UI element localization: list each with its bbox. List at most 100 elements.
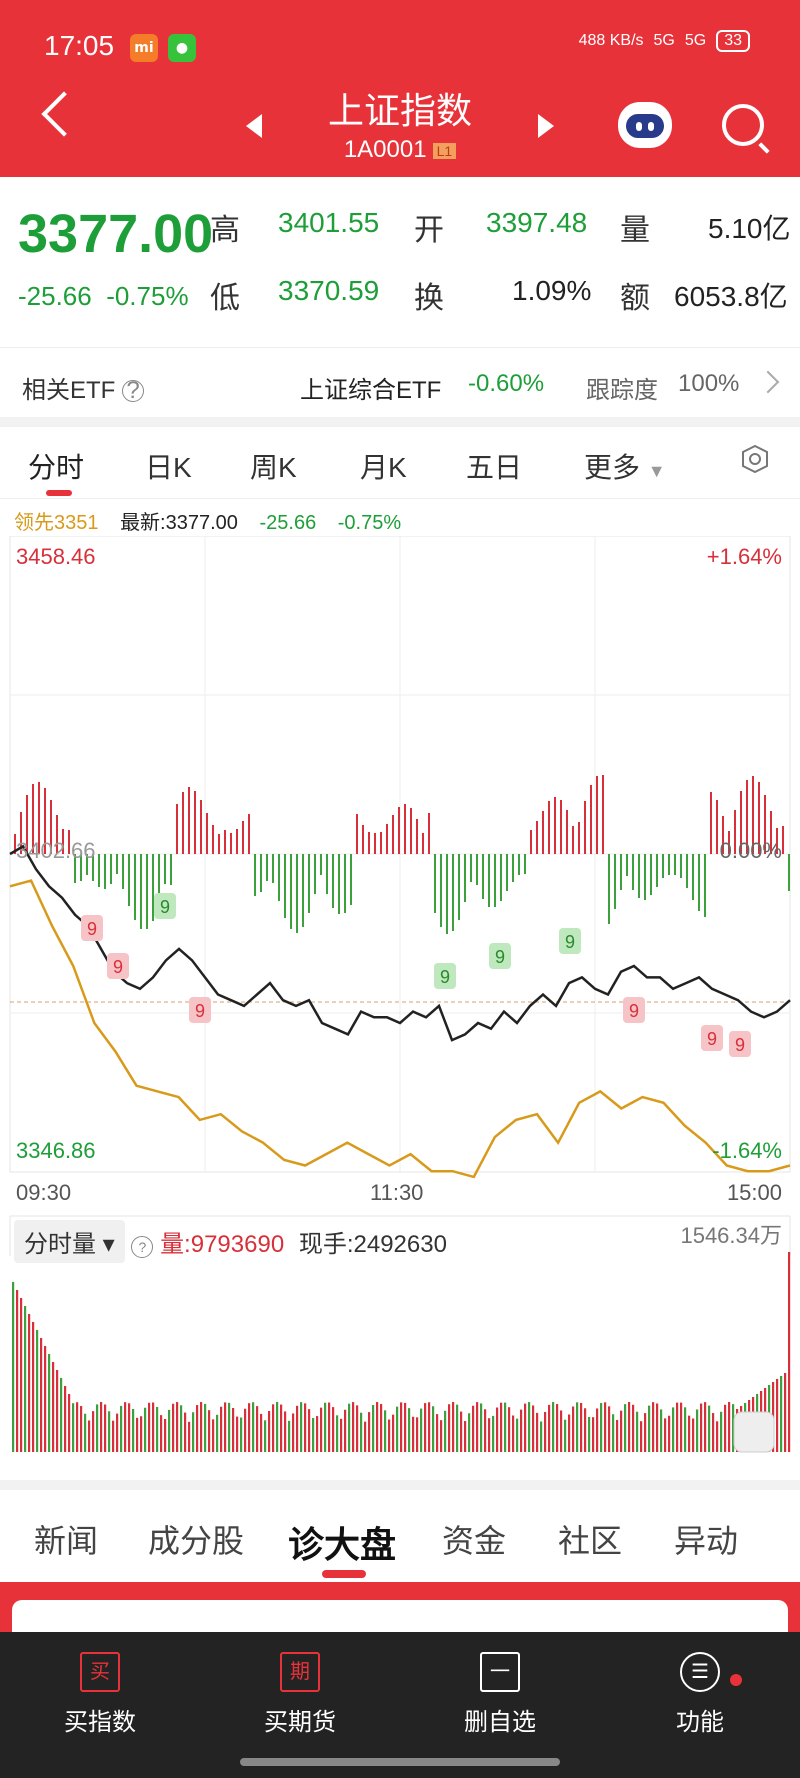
momentum-bar [194, 791, 196, 854]
tab-more[interactable]: 更多 ▼ [584, 446, 666, 486]
momentum-bar [326, 854, 328, 894]
volume-bar [344, 1409, 347, 1452]
momentum-bar [542, 811, 544, 854]
volume-bar [56, 1370, 59, 1452]
tab-diagnose[interactable]: 诊大盘 [288, 1524, 397, 1565]
momentum-bar [14, 834, 16, 854]
volume-bar [152, 1402, 155, 1452]
momentum-bar [134, 854, 136, 920]
momentum-bar [20, 812, 22, 854]
volume-bar [176, 1402, 179, 1452]
volume-bar [676, 1402, 679, 1452]
change-pct: -0.75% [106, 281, 189, 311]
momentum-bar [512, 854, 514, 882]
volume-bar [400, 1402, 403, 1452]
signal-marker-icon: 9 [81, 915, 103, 941]
momentum-bar [434, 854, 436, 913]
tab-funds[interactable]: 资金 [442, 1523, 507, 1559]
momentum-bar [662, 854, 664, 878]
momentum-bar [650, 854, 652, 895]
volume-bar [576, 1402, 579, 1452]
volume-bar [708, 1405, 711, 1452]
momentum-bar [404, 804, 406, 854]
momentum-bar [554, 797, 556, 854]
buy-index-button[interactable]: 买买指数 [0, 1652, 200, 1737]
volume-bar [300, 1402, 303, 1452]
volume-bar [784, 1373, 787, 1452]
settings-icon[interactable] [740, 444, 770, 474]
turnover-label: 换 [414, 282, 444, 315]
tab-fenshi[interactable]: 分时 [28, 452, 85, 483]
momentum-bar [350, 854, 352, 905]
robot-icon[interactable] [618, 102, 672, 148]
prev-arrow-icon[interactable] [246, 114, 262, 138]
volume-bar [540, 1421, 543, 1452]
momentum-bar [608, 854, 610, 924]
tab-month-k[interactable]: 月K [360, 452, 407, 483]
volume-bar [720, 1411, 723, 1452]
momentum-bar [668, 854, 670, 875]
tab-components[interactable]: 成分股 [148, 1523, 245, 1559]
tab-alerts[interactable]: 异动 [674, 1523, 739, 1559]
volume-bar [480, 1403, 483, 1452]
volume-bar [368, 1412, 371, 1452]
tab-news[interactable]: 新闻 [34, 1523, 99, 1559]
volume-bar [392, 1414, 395, 1452]
momentum-bar [500, 854, 502, 901]
latest-value: 最新:3377.00 [120, 512, 238, 534]
volume-bar [44, 1346, 47, 1452]
volume-bar [656, 1403, 659, 1452]
momentum-bar [314, 854, 316, 894]
volume-bar [660, 1409, 663, 1452]
related-etf-row[interactable]: 相关ETF ? 上证综合ETF -0.60% 跟踪度 100% [0, 347, 800, 418]
open-value: 3397.48 [486, 207, 588, 238]
signal-marker-icon: 9 [623, 997, 645, 1023]
volume-type-dropdown[interactable]: 分时量 ▾ [14, 1220, 125, 1263]
volume-bar [472, 1405, 475, 1452]
expand-icon[interactable] [733, 1411, 775, 1453]
volume-bar [308, 1409, 311, 1452]
volume-bar [568, 1414, 571, 1452]
help-icon-2[interactable]: ? [131, 1236, 154, 1258]
momentum-bar [266, 854, 268, 881]
volume-bar [788, 1252, 791, 1452]
volume-bar [324, 1402, 327, 1452]
volume-bar [716, 1421, 719, 1452]
volume-bar [268, 1410, 271, 1452]
tab-more-label: 更多 [584, 452, 641, 483]
svg-text:9: 9 [495, 947, 505, 967]
volume-bar [320, 1407, 323, 1452]
volume-bar [76, 1402, 79, 1452]
volume-bar [532, 1405, 535, 1452]
momentum-bar [548, 801, 550, 854]
volume-bar [240, 1417, 243, 1452]
tab-five-day[interactable]: 五日 [466, 452, 523, 483]
functions-label: 功能 [676, 1709, 724, 1736]
tab-week-k[interactable]: 周K [250, 452, 297, 483]
volume-bar [48, 1354, 51, 1452]
momentum-bar [410, 808, 412, 854]
next-arrow-icon[interactable] [538, 114, 554, 138]
volume-bar [148, 1402, 151, 1452]
tab-community[interactable]: 社区 [558, 1523, 623, 1559]
help-icon[interactable]: ? [122, 379, 144, 403]
etf-label-text: 相关ETF [22, 377, 116, 404]
momentum-bar [596, 776, 598, 854]
momentum-bar [770, 811, 772, 854]
functions-button[interactable]: ☰ 功能 [600, 1652, 800, 1737]
volume-bar [604, 1402, 607, 1452]
volume-bar [96, 1404, 99, 1452]
buy-icon: 买 [80, 1652, 120, 1692]
momentum-bar [320, 854, 322, 875]
buy-futures-button[interactable]: 期买期货 [200, 1652, 400, 1737]
legend-change: -25.66 [259, 512, 317, 534]
y-mid-pct: 0.00% [719, 838, 782, 863]
momentum-bar [212, 825, 214, 854]
remove-watchlist-button[interactable]: 一删自选 [400, 1652, 600, 1737]
search-icon[interactable] [722, 104, 764, 146]
momentum-bar [362, 825, 364, 854]
tab-day-k[interactable]: 日K [145, 452, 192, 483]
momentum-bar [188, 787, 190, 854]
svg-text:9: 9 [707, 1029, 717, 1049]
